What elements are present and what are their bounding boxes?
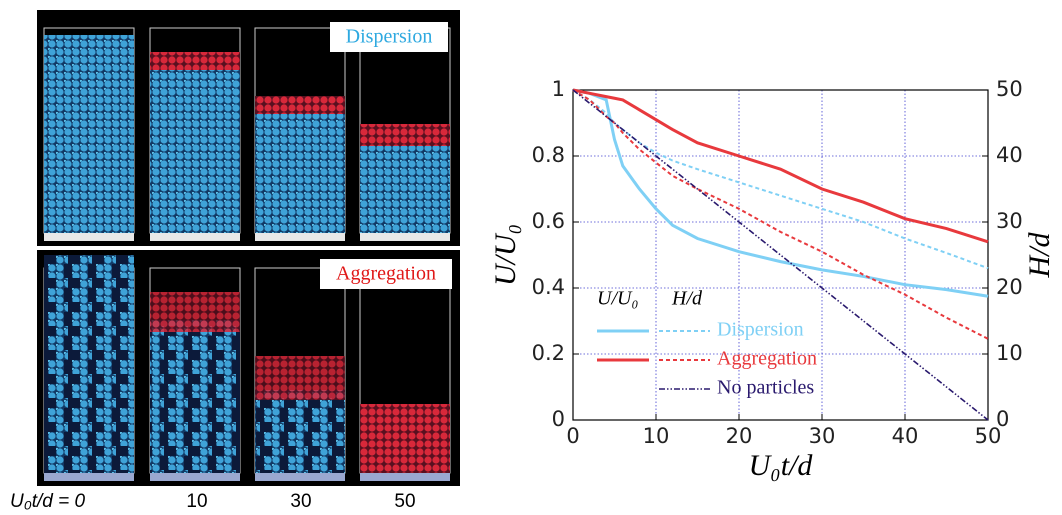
data-line bbox=[572, 89, 989, 421]
x-tick-label: 30 bbox=[809, 424, 836, 448]
legend-label: Aggregation bbox=[717, 348, 817, 370]
time-label: 50 bbox=[394, 491, 415, 512]
y2-tick-label: 20 bbox=[996, 275, 1023, 299]
y2-tick-label: 0 bbox=[996, 407, 1009, 431]
y-tick-label: 0.4 bbox=[532, 275, 565, 299]
panel-label: Dispersion bbox=[346, 26, 433, 48]
y2-tick-label: 40 bbox=[996, 143, 1023, 167]
x-tick-label: 50 bbox=[975, 424, 1002, 448]
y2-tick-label: 10 bbox=[996, 341, 1023, 365]
y-axis-label: U/U₀ bbox=[489, 224, 522, 286]
chart: 0 10 20 30 40 5000.20.40.60.8101020304050U₀t/… bbox=[489, 77, 1056, 482]
x-tick-label: 20 bbox=[726, 424, 753, 448]
data-line bbox=[572, 88, 989, 298]
y-tick-label: 0.8 bbox=[532, 143, 565, 167]
legend-header: H/d bbox=[671, 288, 703, 310]
legend-label: No particles bbox=[717, 377, 814, 399]
x-tick-label: 0 bbox=[566, 424, 579, 448]
data-line bbox=[572, 89, 989, 270]
legend-header: U/U₀ bbox=[597, 288, 638, 310]
data-line bbox=[572, 88, 989, 244]
x-tick-label: 40 bbox=[892, 424, 919, 448]
y2-tick-label: 50 bbox=[996, 77, 1023, 101]
y2-axis-label: H/d bbox=[1023, 232, 1056, 279]
simulation-panels: Dispersion Aggregation U₀t/d = 0 10 30 5… bbox=[10, 10, 460, 512]
x-tick-label: 10 bbox=[643, 424, 670, 448]
time-label: 10 bbox=[186, 491, 207, 512]
x-axis-label: U₀t/d bbox=[749, 449, 814, 482]
time-label: U₀t/d = 0 bbox=[10, 491, 86, 512]
time-label: 30 bbox=[290, 491, 311, 512]
y-tick-label: 0.6 bbox=[532, 209, 565, 233]
y-tick-label: 0 bbox=[552, 407, 565, 431]
y-tick-label: 1 bbox=[552, 77, 565, 101]
legend-label: Dispersion bbox=[717, 319, 804, 341]
plot-frame bbox=[572, 89, 989, 421]
panel-label: Aggregation bbox=[336, 263, 436, 285]
y2-tick-label: 30 bbox=[996, 209, 1023, 233]
y-tick-label: 0.2 bbox=[532, 341, 565, 365]
